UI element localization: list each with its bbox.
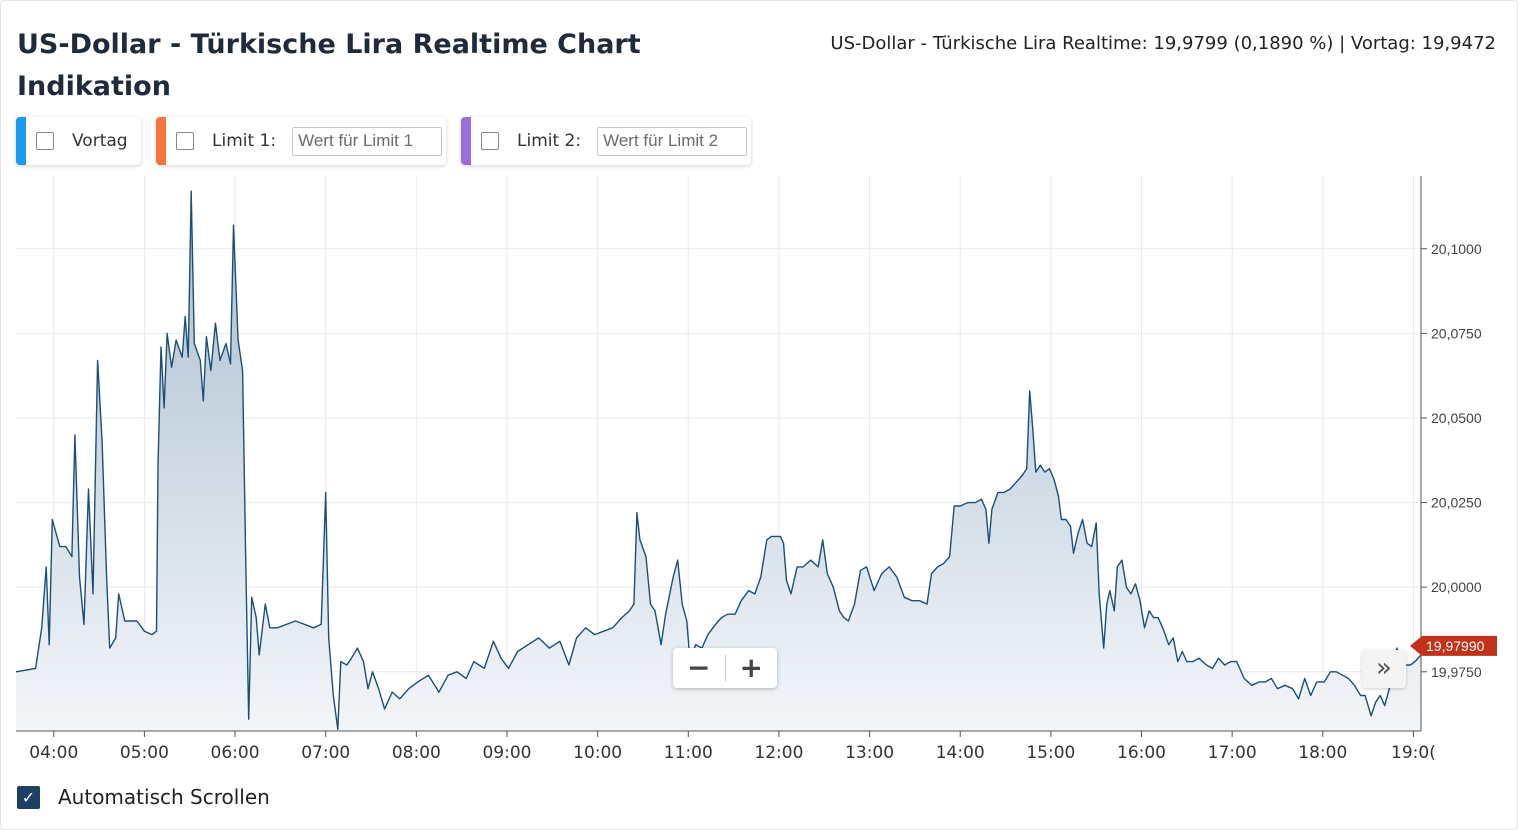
limit1-label: Limit 1: — [212, 131, 277, 151]
vortag-color-bar — [16, 117, 26, 165]
x-tick-label: 09:00 — [482, 743, 531, 763]
x-tick-label: 14:00 — [936, 743, 985, 763]
x-tick-label: 08:00 — [392, 743, 441, 763]
vortag-checkbox[interactable] — [36, 132, 54, 150]
y-tick-label: 20,1000 — [1431, 241, 1482, 257]
x-tick-label: 19:0( — [1391, 743, 1436, 763]
x-tick-label: 16:00 — [1117, 743, 1166, 763]
y-tick-label: 20,0750 — [1431, 325, 1482, 341]
y-tick-label: 19,9750 — [1431, 664, 1482, 680]
auto-scroll-option[interactable]: ✓ Automatisch Scrollen — [17, 785, 270, 809]
auto-scroll-label: Automatisch Scrollen — [58, 785, 270, 809]
x-tick-label: 12:00 — [754, 743, 803, 763]
x-tick-label: 07:00 — [301, 743, 350, 763]
price-line — [15, 190, 1422, 730]
x-tick-label: 13:00 — [845, 743, 894, 763]
zoom-out-button[interactable]: − — [687, 651, 711, 684]
limit1-input[interactable] — [292, 126, 443, 156]
x-tick-label: 18:00 — [1298, 743, 1347, 763]
limit1-checkbox[interactable] — [176, 132, 194, 150]
x-tick-label: 06:00 — [211, 743, 260, 763]
realtime-quote: US-Dollar - Türkische Lira Realtime: 19,… — [830, 33, 1496, 54]
price-area — [16, 191, 1421, 731]
y-tick-label: 20,0500 — [1431, 410, 1482, 426]
last-value-badge — [1410, 635, 1497, 656]
limit2-input[interactable] — [597, 126, 748, 156]
zoom-control: − + — [673, 648, 777, 688]
auto-scroll-checkbox[interactable]: ✓ — [17, 785, 40, 809]
limit2-checkbox[interactable] — [481, 132, 499, 150]
x-tick-label: 10:00 — [573, 743, 622, 763]
price-chart[interactable]: 19,9750 20,0000 20,0250 20,0500 20,0750 20,10… — [0, 170, 1518, 770]
zoom-separator — [724, 655, 726, 681]
last-value-label: 19,97990 — [1426, 638, 1485, 654]
zoom-in-button[interactable]: + — [739, 651, 763, 684]
vortag-label: Vortag — [72, 131, 128, 151]
limit2-color-bar — [461, 117, 471, 165]
last-value-marker: 19,97990 — [1410, 635, 1497, 656]
y-tick-label: 20,0250 — [1431, 495, 1482, 511]
x-tick-label: 15:00 — [1026, 743, 1075, 763]
x-tick-label: 05:00 — [120, 743, 169, 763]
x-tick-label: 17:00 — [1208, 743, 1257, 763]
x-tick-label: 04:00 — [29, 743, 78, 763]
limit2-control: Limit 2: — [461, 117, 751, 165]
limit2-label: Limit 2: — [517, 131, 582, 151]
y-tick-label: 20,0000 — [1431, 579, 1482, 595]
y-axis-ticks: 19,9750 20,0000 20,0250 20,0500 20,0750 20,10… — [1421, 241, 1482, 680]
limit1-control: Limit 1: — [156, 117, 446, 165]
page-title: US-Dollar - Türkische Lira Realtime Char… — [17, 29, 641, 102]
scroll-forward-button[interactable]: » — [1362, 650, 1406, 688]
limit1-color-bar — [156, 117, 166, 165]
vortag-control[interactable]: Vortag — [16, 117, 141, 165]
x-tick-label: 11:00 — [664, 743, 713, 763]
x-axis-ticks: 04:00 05:00 06:00 07:00 08:00 09:00 10:00 11:00… — [29, 731, 1436, 763]
